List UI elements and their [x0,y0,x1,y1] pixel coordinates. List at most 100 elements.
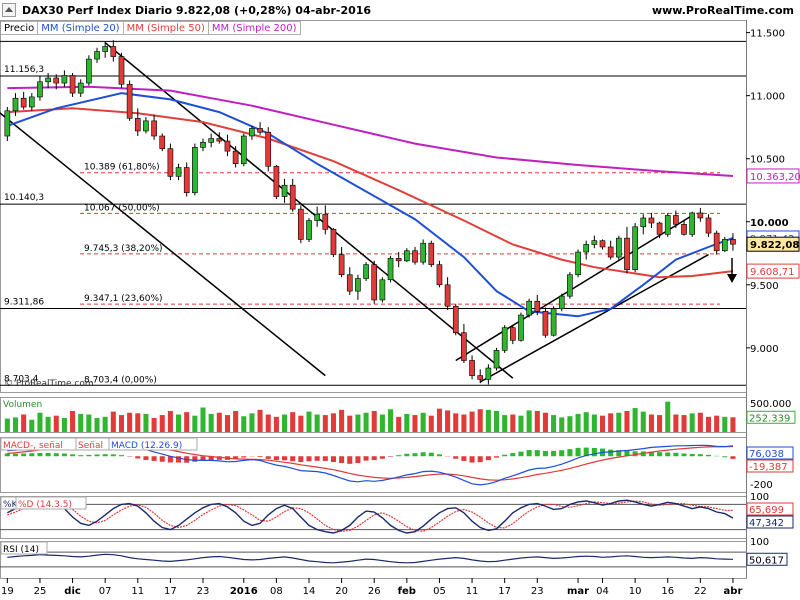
trendline [455,214,693,362]
macd-legend-label: MACD-, señal [3,441,63,451]
macd-tag-box [746,446,794,460]
candle-body [167,148,174,177]
indicator-legend: Precio MM (Simple 20) MM (Simple 50) MM … [0,21,301,35]
volume-bar [298,415,304,432]
macd-histogram-bar [265,456,271,459]
candle-body [673,215,679,225]
volume-title: Volumen [3,400,42,410]
macd-histogram-bar [510,453,516,457]
volume-bar [510,414,516,432]
macd-histogram-bar [363,456,369,461]
candle-body [575,251,581,276]
candle-body [102,46,109,52]
macd-histogram-bar [45,452,51,457]
volume-bar [388,409,394,432]
watermark-text: © ProRealTime.com [4,379,94,389]
macd-legend-label: Señal [78,441,103,451]
candle-body [355,278,361,292]
macd-histogram-bar [110,454,116,457]
legend-ma200[interactable]: MM (Simple 200) [207,21,301,35]
volume-bar [461,414,467,432]
candle-body [45,77,51,83]
stochastic-legend-label: %K [3,500,19,510]
volume-bar [339,409,345,432]
horizontal-level-label: 10.140,3 [4,193,44,203]
rsi-tag-box [746,552,788,566]
macd-histogram-bar [53,453,59,457]
candle-body [689,212,696,235]
volume-bar [216,412,222,432]
volume-bar [551,415,557,432]
xtick-label: 17 [498,586,511,597]
volume-bar [599,415,606,432]
down-arrow-icon [727,274,737,283]
candle-body [664,215,671,235]
candle-body [404,250,410,262]
volume-bar [167,411,173,432]
horizontal-level-label: 9.311,86 [4,298,44,308]
candle-body [428,242,435,265]
candle-body [624,237,630,270]
xtick-label: 23 [197,586,210,597]
volume-bar [689,413,695,432]
macd-histogram-bar [282,456,288,461]
volume-bar [477,409,483,432]
price-panel: 11.156,3 10.140,3 9.311,86 8.703,4 10.389 (6… [0,40,746,389]
volume-bar [273,416,279,432]
volume-bar [53,415,59,432]
macd-legend-label: MACD (12.26.9) [111,441,182,451]
volume-bar [94,418,100,432]
candle-body [281,184,288,197]
macd-histogram-bar [86,454,92,457]
volume-bar [714,415,720,432]
candle-body [599,240,606,248]
fibonacci-level-label: 8.703,4 (0,00%) [84,375,157,385]
rsi-ytick-label: 100 [750,537,769,548]
site-label[interactable]: www.ProRealTime.com [651,4,794,17]
volume-bar [591,414,597,432]
macd-histogram-bar [12,453,19,457]
volume-bar [371,411,377,432]
candle-body [509,327,516,341]
macd-histogram-bar [551,450,557,457]
macd-histogram-bar [591,448,597,457]
macd-histogram-bar [412,453,418,457]
fibonacci-level-label: 10.067 (50,00%) [84,203,160,213]
candle-body [298,208,304,240]
xtick-label: 07 [99,586,112,597]
volume-ytick-label: 500.000 [750,399,791,410]
macd-histogram-bar [298,456,304,463]
expand-icon[interactable] [2,3,16,17]
candle-body [289,184,296,210]
macd-histogram-bar [4,453,10,457]
xtick-label: 26 [368,586,381,597]
stochastic-d-tag-label: 65,699 [749,505,784,516]
candle-body [110,46,117,57]
candle-body [477,375,484,380]
ma20-line [6,92,734,318]
price-ytick-label: 11.000 [750,92,785,103]
trendline [479,253,709,383]
price-ytick-label: 9.000 [750,344,779,355]
stochastic-legend-box [15,496,87,510]
candle-body [567,274,573,297]
macd-histogram-bar [697,454,703,457]
candle-body [721,239,728,252]
volume-bar [78,413,84,432]
macd-histogram-bar [379,456,385,459]
macd-histogram-bar [192,456,198,462]
volume-bar [640,411,646,432]
xtick-label: 17 [164,586,177,597]
candle-body [526,300,532,316]
macd-histogram-bar [567,449,573,457]
volume-bar [314,414,320,432]
macd-histogram-bar [306,456,312,462]
candle-body [607,246,614,258]
macd-histogram-bar [339,456,345,463]
candle-body [86,58,92,84]
volume-bar [306,411,312,432]
xtick-label: 04 [596,586,609,597]
xtick-label: 11 [131,586,144,597]
macd-histogram-bar [648,451,654,457]
